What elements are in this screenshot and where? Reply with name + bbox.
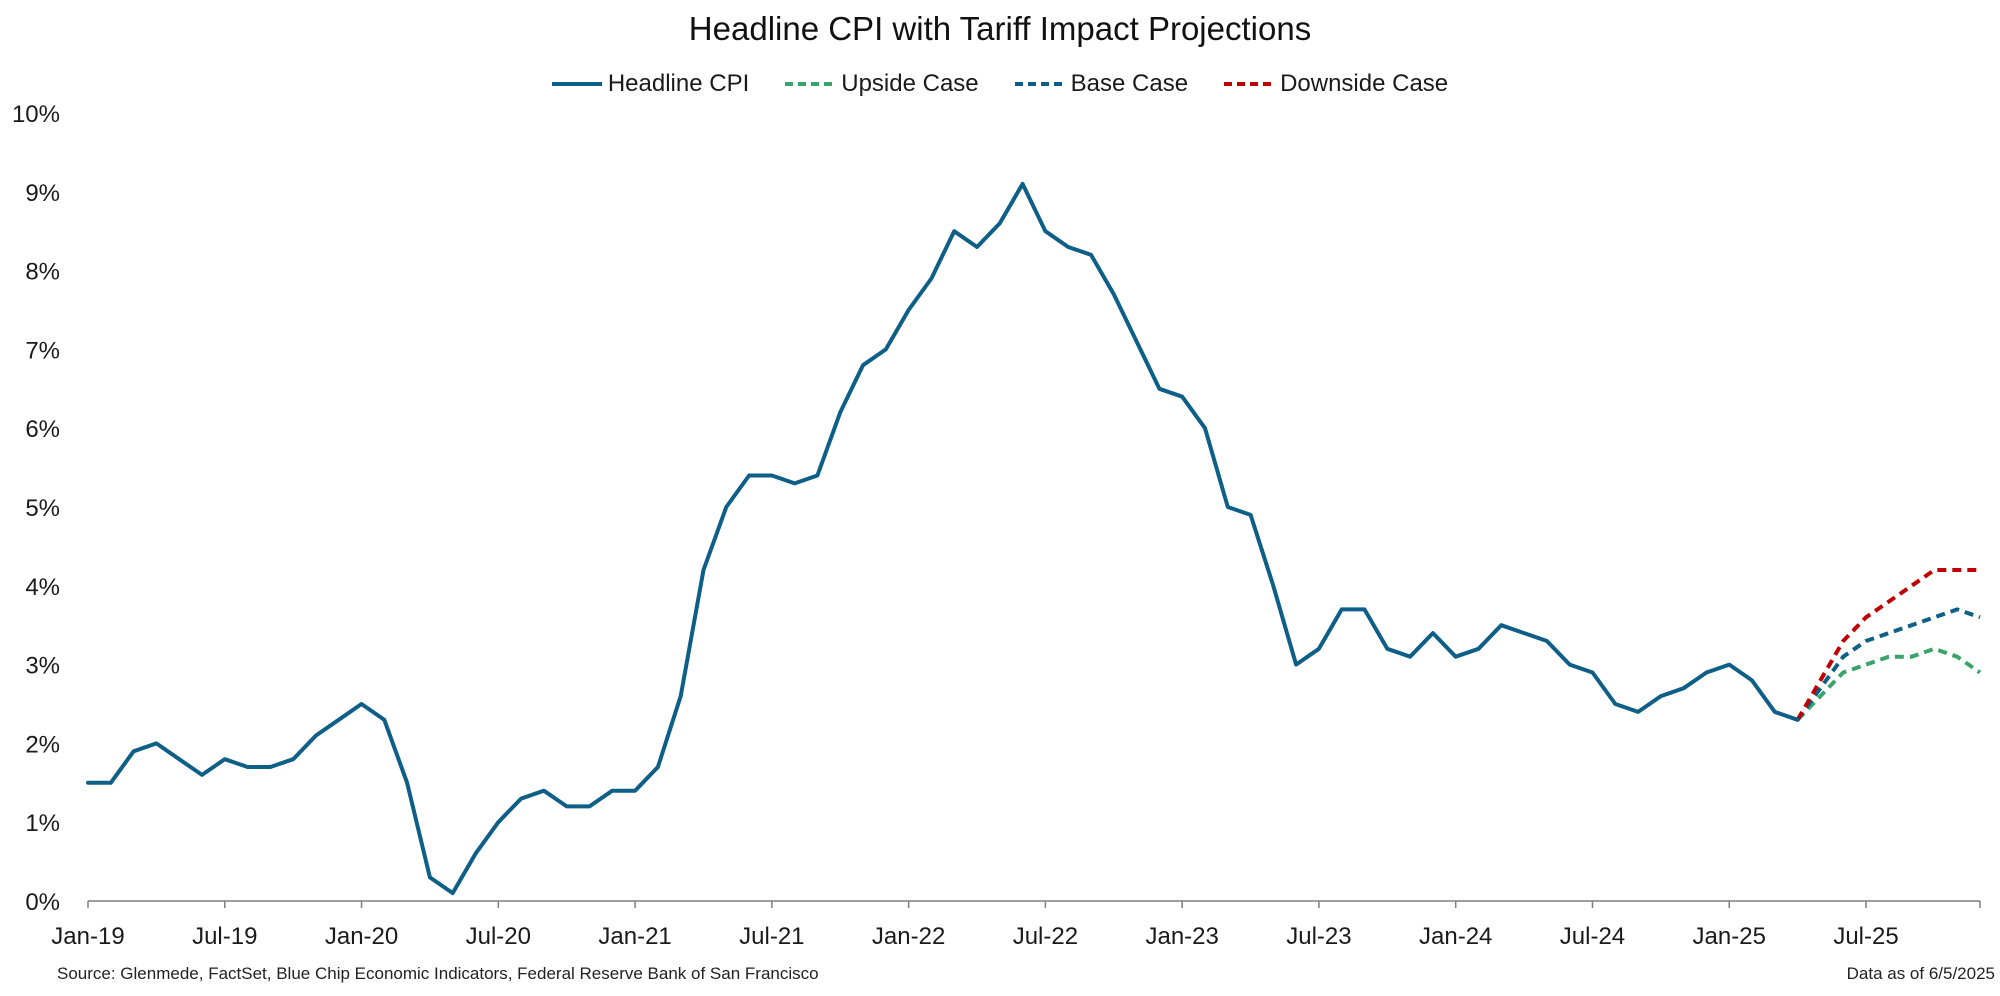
- series-line-downside-case: [1795, 568, 1980, 721]
- y-tick-label: 7%: [25, 337, 60, 364]
- x-tick-label: Jul-22: [1013, 923, 1078, 950]
- y-tick-label: 4%: [25, 574, 60, 601]
- x-tick-label: Jul-24: [1560, 923, 1625, 950]
- chart-series: [86, 181, 1982, 896]
- x-tick-label: Jul-25: [1833, 923, 1898, 950]
- y-tick-label: 0%: [25, 889, 60, 916]
- legend-label-base-case: Base Case: [1070, 70, 1189, 97]
- legend-swatch-upside-case: [785, 82, 836, 86]
- data-as-of-note: Data as of 6/5/2025: [1846, 964, 1995, 983]
- legend-swatch-downside-case: [1224, 82, 1275, 86]
- legend-item-downside-case: Downside Case: [1224, 70, 1448, 98]
- x-tick-label: Jan-25: [1693, 923, 1766, 950]
- x-tick-label: Jul-21: [739, 923, 804, 950]
- series-line-headline-cpi: [86, 181, 1800, 896]
- x-tick-label: Jul-23: [1286, 923, 1351, 950]
- chart-title: Headline CPI with Tariff Impact Projecti…: [688, 10, 1312, 47]
- y-tick-label: 5%: [25, 495, 60, 522]
- legend-item-headline-cpi: Headline CPI: [551, 70, 750, 98]
- source-note: Source: Glenmede, FactSet, Blue Chip Eco…: [57, 964, 819, 983]
- series-line-upside-case: [1796, 646, 1982, 722]
- x-tick-label: Jan-24: [1419, 923, 1492, 950]
- legend-label-upside-case: Upside Case: [841, 70, 979, 97]
- y-tick-label: 8%: [25, 259, 60, 286]
- x-tick-label: Jul-19: [192, 923, 257, 950]
- y-tick-label: 3%: [25, 653, 60, 680]
- y-tick-label: 2%: [25, 731, 60, 758]
- x-tick-label: Jan-19: [51, 923, 124, 950]
- x-tick-label: Jan-23: [1145, 923, 1218, 950]
- legend-swatch-headline-cpi: [551, 82, 602, 86]
- x-tick-label: Jan-22: [872, 923, 945, 950]
- legend-swatch-base-case: [1014, 82, 1065, 86]
- x-tick-label: Jul-20: [466, 923, 531, 950]
- y-tick-label: 10%: [12, 101, 60, 128]
- legend-label-headline-cpi: Headline CPI: [607, 70, 750, 97]
- y-tick-label: 9%: [25, 180, 60, 207]
- x-tick-label: Jan-20: [325, 923, 398, 950]
- legend-item-base-case: Base Case: [1014, 70, 1189, 98]
- series-line-base-case: [1795, 607, 1981, 721]
- chart-axes: 0% 1% 2% 3% 4% 5% 6% 7% 8% 9% 10% Jan-19 Jul-19 Jan-2…: [12, 101, 1981, 950]
- x-tick-label: Jan-21: [598, 923, 671, 950]
- legend-label-downside-case: Downside Case: [1280, 70, 1449, 97]
- y-tick-label: 6%: [25, 416, 60, 443]
- y-tick-label: 1%: [25, 810, 60, 837]
- legend-item-upside-case: Upside Case: [785, 70, 979, 98]
- chart-legend: Headline CPI Upside Case Base Case Downs…: [0, 70, 2000, 98]
